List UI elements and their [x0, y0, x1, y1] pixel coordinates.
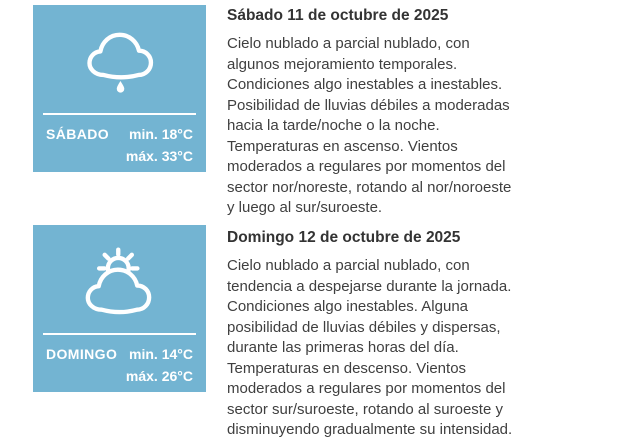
card-divider	[43, 333, 196, 335]
card-footer: SÁBADO min. 18°C máx. 33°C	[33, 115, 206, 167]
weather-icon-area	[33, 225, 206, 333]
forecast-date-heading: Sábado 11 de octubre de 2025	[227, 7, 449, 24]
forecast-card-saturday: SÁBADO min. 18°C máx. 33°C	[33, 5, 206, 172]
cloud-rain-icon	[86, 32, 153, 93]
card-divider	[43, 113, 196, 115]
card-footer: DOMINGO min. 14°C máx. 26°C	[33, 335, 206, 387]
max-temperature: máx. 26°C	[125, 368, 193, 384]
max-temperature: máx. 33°C	[125, 148, 193, 164]
forecast-text-sunday: Domingo 12 de octubre de 2025 Cielo nubl…	[227, 227, 607, 440]
min-temperature: min. 18°C	[129, 126, 193, 142]
forecast-card-sunday: DOMINGO min. 14°C máx. 26°C	[33, 225, 206, 392]
forecast-description: Cielo nublado a parcial nublado, con alg…	[227, 35, 512, 216]
temperature-range: min. 14°C máx. 26°C	[126, 343, 193, 387]
sun-cloud-icon	[85, 247, 151, 315]
forecast-date-heading: Domingo 12 de octubre de 2025	[227, 229, 461, 246]
min-temperature: min. 14°C	[129, 346, 193, 362]
forecast-description: Cielo nublado a parcial nublado, con ten…	[227, 257, 513, 438]
day-label: SÁBADO	[46, 126, 110, 142]
weather-icon-area	[33, 5, 206, 113]
temperature-range: min. 18°C máx. 33°C	[126, 123, 193, 167]
day-label: DOMINGO	[46, 346, 118, 362]
forecast-text-saturday: Sábado 11 de octubre de 2025 Cielo nubla…	[227, 5, 607, 219]
